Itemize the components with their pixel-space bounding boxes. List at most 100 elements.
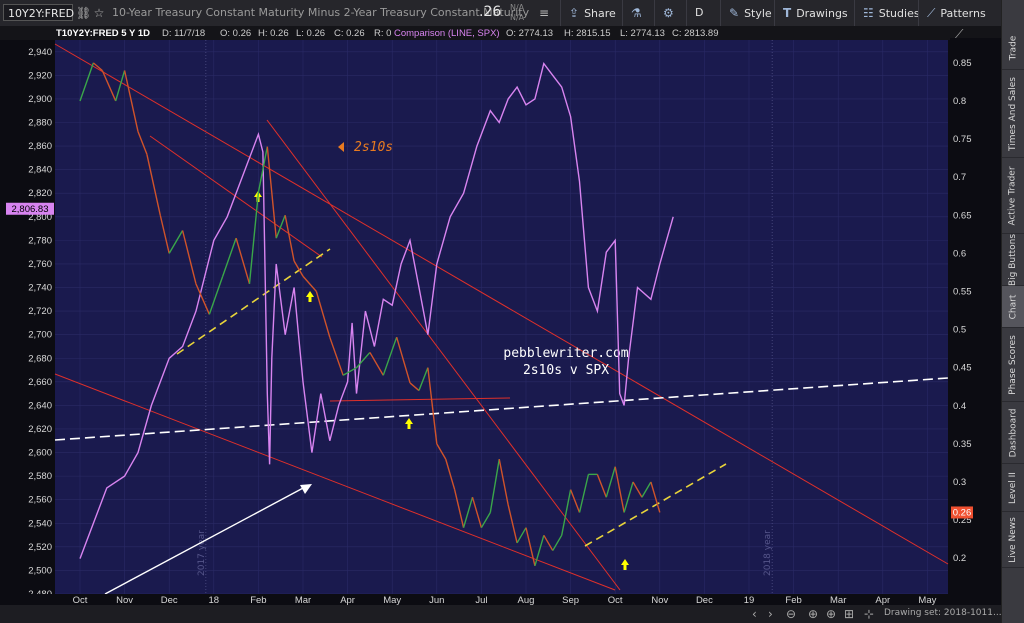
right-sidebar: Trade Times And Sales Active Trader Big But… [1001, 0, 1024, 623]
sidebar-tab-level-ii[interactable]: Level II [1002, 464, 1024, 512]
left-tick-label: 2,660 [28, 377, 52, 388]
settings-button[interactable]: ⚙ [654, 0, 686, 26]
spread-current-label: 0.26 [953, 507, 972, 518]
gear-icon: ⚙ [663, 6, 674, 20]
spread-segment [543, 534, 554, 551]
right-tick-label: 0.8 [953, 96, 966, 107]
up-arrow [621, 559, 629, 570]
header-field: O: 2774.13 [506, 28, 553, 39]
scroll-left-icon[interactable]: ‹ [752, 607, 757, 621]
left-axis-bg [0, 40, 54, 594]
spread-segment [605, 466, 616, 498]
flask-button[interactable]: ⚗ [622, 0, 654, 26]
style-button[interactable]: ✎ Style [720, 0, 774, 26]
arrow-head [300, 484, 312, 494]
left-tick-label: 2,700 [28, 330, 52, 341]
sidebar-tab-live-news[interactable]: Live News [1002, 512, 1024, 568]
x-tick-label: 18 [209, 595, 220, 606]
x-tick-label: Feb [250, 595, 266, 606]
spread-segment [159, 215, 170, 254]
scroll-right-icon[interactable]: › [768, 607, 773, 621]
aggregation-label: D [695, 6, 704, 19]
spread-segment [235, 237, 251, 285]
spread-segment [101, 70, 117, 102]
pan-icon[interactable]: ⊹ [864, 607, 875, 621]
spread-segment [355, 351, 371, 369]
x-tick-label: Oct [608, 595, 623, 606]
trendline [149, 135, 323, 258]
spread-segment [516, 527, 527, 544]
lock-icon[interactable]: ⛓ [76, 6, 92, 20]
draw-tool-icon: ⟋ [955, 27, 964, 41]
spread-segment [79, 62, 95, 102]
left-tick-label: 2,620 [28, 424, 52, 435]
header-field: Comparison (LINE, SPX) [394, 28, 500, 39]
x-tick-label: Aug [518, 595, 535, 606]
sidebar-tab-active-trader[interactable]: Active Trader [1002, 158, 1024, 234]
share-button[interactable]: ⇪ Share [560, 0, 622, 26]
spread-segment [498, 458, 509, 505]
x-tick-label: Dec [696, 595, 713, 606]
right-tick-label: 0.45 [953, 363, 972, 374]
studies-button[interactable]: ☷ Studies [854, 0, 920, 26]
left-tick-label: 2,520 [28, 542, 52, 553]
left-tick-label: 2,720 [28, 306, 52, 317]
spread-segment [395, 336, 411, 384]
header-field: H: 2815.15 [564, 28, 610, 39]
spread-segment [418, 367, 429, 391]
trendline [266, 119, 621, 591]
sidebar-tab-label: Chart [1008, 294, 1019, 319]
sidebar-tab-phase-scores[interactable]: Phase Scores [1002, 328, 1024, 402]
sidebar-tab-label: Times And Sales [1008, 76, 1018, 151]
drawings-button[interactable]: T Drawings [774, 0, 854, 26]
spread-segment [329, 336, 344, 376]
channel-line [584, 463, 727, 547]
patterns-button[interactable]: ⟋ Patterns [918, 0, 990, 26]
spread-segment [382, 336, 398, 376]
x-tick-label: Jul [475, 595, 487, 606]
sidebar-tab-times-and-sales[interactable]: Times And Sales [1002, 70, 1024, 158]
left-tick-label: 2,560 [28, 495, 52, 506]
price-chart[interactable]: T10Y2Y:FRED 5 Y 1D D: 11/7/18 O: 0.26 H: 0.… [0, 26, 1002, 622]
spread-segment [409, 382, 420, 392]
share-icon: ⇪ [569, 6, 580, 20]
left-tick-label: 2,880 [28, 118, 52, 129]
series-label: 2s10s [354, 140, 393, 155]
spread-segment [462, 497, 474, 528]
drawings-label: Drawings [796, 7, 848, 20]
zoom-in-icon[interactable]: ⊕ [808, 607, 819, 621]
right-tick-label: 0.25 [953, 515, 972, 526]
year-label: 2017 year [197, 530, 207, 576]
symbol-input[interactable]: 10Y2Y:FRED [3, 4, 74, 21]
menu-icon[interactable]: ≡ [538, 6, 550, 20]
spread-segment [623, 481, 634, 513]
spread-segment [480, 512, 491, 529]
right-tick-label: 0.2 [953, 553, 966, 564]
x-tick-label: May [918, 595, 936, 606]
spread-segment [453, 489, 465, 528]
right-tick-label: 0.3 [953, 477, 966, 488]
sidebar-tab-trade[interactable]: Trade [1002, 26, 1024, 70]
spread-segment [146, 154, 161, 216]
sidebar-tab-label: Phase Scores [1008, 334, 1019, 395]
left-tick-label: 2,580 [28, 471, 52, 482]
aggregation-button[interactable]: D [686, 0, 720, 26]
crosshair-icon[interactable]: ⊕ [826, 607, 837, 621]
x-tick-label: Apr [875, 595, 890, 606]
spread-segment [181, 230, 197, 285]
up-arrow [306, 291, 314, 302]
x-tick-label: Sep [562, 595, 579, 606]
zoom-out-icon[interactable]: ⊖ [786, 607, 797, 621]
drawing-set-label[interactable]: Drawing set: 2018-1011... [884, 608, 1002, 618]
sidebar-tab-dashboard[interactable]: Dashboard [1002, 402, 1024, 464]
spread-segment [115, 70, 126, 102]
right-tick-label: 0.4 [953, 401, 966, 412]
favorite-icon[interactable]: ☆ [93, 6, 105, 20]
left-tick-label: 2,540 [28, 518, 52, 529]
spread-segment [315, 291, 331, 338]
sidebar-tab-label: Dashboard [1008, 408, 1019, 457]
zoom-box-icon[interactable]: ⊞ [844, 607, 855, 621]
sidebar-tab-big-buttons[interactable]: Big Buttons [1002, 233, 1024, 286]
header-field: D: 11/7/18 [162, 28, 205, 39]
sidebar-tab-chart[interactable]: Chart [1002, 286, 1024, 328]
